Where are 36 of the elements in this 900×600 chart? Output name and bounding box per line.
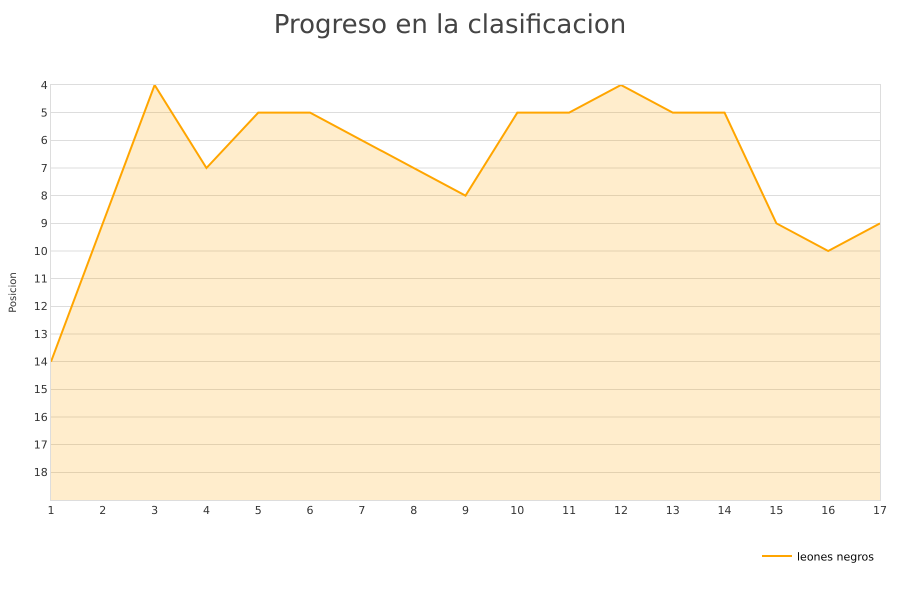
x-tick-label: 12 [614,504,628,518]
y-tick-label: 15 [34,383,48,396]
x-tick-label: 17 [873,504,887,518]
x-tick-label: 2 [99,504,106,518]
y-tick-label: 18 [34,466,48,480]
y-tick-label: 4 [40,78,48,92]
y-axis-title: Posicion [8,272,19,313]
x-tick-label: 5 [254,504,262,518]
line-series [51,85,880,363]
y-tick-label: 11 [34,272,48,286]
y-tick-label: 16 [34,410,48,424]
y-tick-label: 9 [40,217,48,230]
x-tick-label: 8 [410,504,418,518]
x-tick-label: 14 [718,504,732,518]
x-tick-label: 9 [462,504,469,518]
x-tick-label: 4 [202,504,210,518]
chart-title: Progreso en la clasificacion [274,10,626,40]
y-tick-label: 8 [40,190,48,203]
x-tick-label: 3 [151,504,158,518]
y-tick-label: 10 [34,244,48,258]
x-tick-label: 10 [510,504,524,518]
x-tick-label: 13 [666,504,680,518]
x-tick-label: 16 [821,504,836,518]
x-tick-label: 6 [306,504,314,518]
x-tick-label: 7 [358,504,366,518]
y-tick-label: 7 [40,162,48,175]
legend-label: leones negros [797,550,874,564]
y-tick-label: 6 [40,134,48,148]
y-tick-label: 12 [34,300,48,314]
y-tick-label: 5 [40,106,48,120]
x-tick-label: 15 [769,504,784,518]
y-tick-label: 13 [34,328,48,341]
x-tick-label: 1 [48,504,54,518]
x-tick-label: 11 [562,504,576,518]
y-tick-label: 14 [34,356,48,369]
y-tick-label: 17 [34,438,48,452]
